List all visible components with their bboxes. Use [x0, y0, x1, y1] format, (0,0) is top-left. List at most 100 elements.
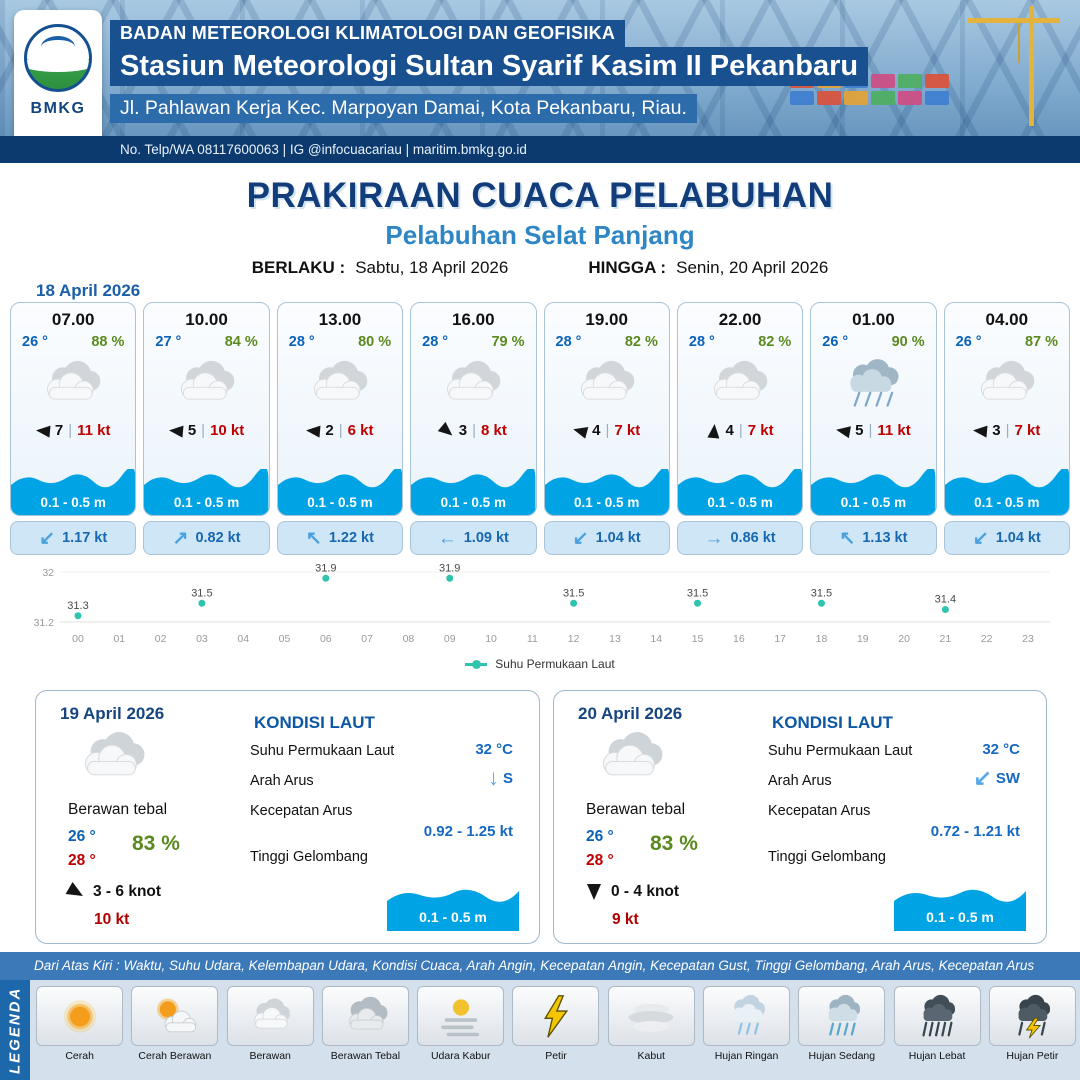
wind-speed: 5: [855, 422, 864, 439]
legend-item: Berawan Tebal: [318, 980, 413, 1080]
svg-text:03: 03: [196, 633, 208, 645]
valid-from-value: Sabtu, 18 April 2026: [355, 258, 509, 277]
wave-height: 0.1 - 0.5 m: [574, 495, 640, 510]
legend-marker-icon: [465, 659, 488, 669]
contact-bar: No. Telp/WA 08117600063 | IG @infocuacar…: [0, 136, 1080, 163]
legend-item-label: Cerah: [65, 1050, 94, 1062]
current-row: ↙ 1.04 kt: [943, 521, 1070, 555]
current-speed-label: Kecepatan Arus: [250, 803, 353, 819]
station-address: Jl. Pahlawan Kerja Kec. Marpoyan Damai, …: [110, 94, 697, 123]
sst-chart-svg: 32 31.2 00 01 02 03 04 05 06 07 08 09 10 11 12 13 14 15 16…: [34, 562, 1050, 645]
current-speed: 0.82 kt: [195, 530, 241, 546]
legend-item: Hujan Lebat: [889, 980, 984, 1080]
forecast-card: 13.00 28 ° 80 % 2 | 6 kt 0.1 - 0.5 m ↖ 1.22 …: [276, 302, 404, 555]
humidity: 87 %: [1024, 334, 1058, 350]
legend-item-label: Udara Kabur: [430, 1050, 491, 1062]
weather-icon: [68, 729, 160, 795]
forecast-time: 10.00: [185, 310, 228, 329]
wind-direction-icon: [706, 423, 721, 438]
valid-to-value: Senin, 20 April 2026: [676, 258, 829, 277]
lightning-icon: [512, 986, 600, 1046]
svg-text:16: 16: [733, 633, 745, 645]
wind-direction-icon: [437, 421, 456, 440]
weather-icon: [586, 729, 678, 795]
legend-note: Dari Atas Kiri : Waktu, Suhu Udara, Kele…: [0, 952, 1080, 980]
temp-max: 28 °: [68, 852, 96, 869]
legend-item: Hujan Sedang: [794, 980, 889, 1080]
thunderstorm-icon: [988, 986, 1076, 1046]
svg-text:31.5: 31.5: [811, 587, 832, 599]
temp-max: 28 °: [586, 852, 614, 869]
weather-icon: [678, 350, 802, 420]
wave-height: 0.1 - 0.5 m: [974, 495, 1040, 510]
legend-item-label: Hujan Lebat: [908, 1050, 966, 1062]
day-summary-card: 19 April 2026 Berawan tebal 26 ° 28 ° 83…: [35, 690, 540, 944]
forecast-card: 10.00 27 ° 84 % 5 | 10 kt 0.1 - 0.5 m ↗ 0.82…: [143, 302, 270, 555]
sea-conditions-title: KONDISI LAUT: [254, 713, 375, 732]
current-row: ↗ 0.82 kt: [143, 521, 270, 555]
wave-height-band: 0.1 - 0.5 m: [544, 469, 669, 515]
legend-item-label: Cerah Berawan: [138, 1050, 212, 1062]
current-direction-icon: ↗: [172, 527, 189, 549]
day-summary-card: 20 April 2026 Berawan tebal 26 ° 28 ° 83…: [553, 690, 1047, 944]
svg-text:09: 09: [444, 633, 456, 645]
svg-text:05: 05: [279, 633, 291, 645]
bmkg-logo-text: BMKG: [30, 100, 86, 117]
wave-height: 0.1 - 0.5 m: [40, 495, 106, 510]
valid-from: BERLAKU : Sabtu, 18 April 2026: [252, 258, 509, 278]
bmkg-logo-icon: [24, 24, 92, 92]
wind-direction-icon: [587, 884, 601, 900]
gust-speed: 7 kt: [614, 422, 641, 439]
svg-text:17: 17: [774, 633, 786, 645]
wind-direction-icon: [35, 423, 51, 438]
legend-item: Kabut: [604, 980, 699, 1080]
legend-item: Hujan Petir: [985, 980, 1080, 1080]
separator: |: [868, 422, 873, 439]
svg-text:04: 04: [237, 633, 249, 645]
legend-item-label: Hujan Petir: [1006, 1050, 1059, 1062]
humidity: 84 %: [224, 334, 258, 350]
svg-text:19: 19: [857, 633, 869, 645]
current-direction-icon: ↙: [39, 527, 56, 549]
valid-from-label: BERLAKU :: [251, 258, 346, 277]
page-title: PRAKIRAAN CUACA PELABUHAN: [246, 176, 834, 215]
svg-text:18: 18: [816, 633, 828, 645]
svg-text:10: 10: [485, 633, 497, 645]
humidity: 79 %: [491, 334, 525, 350]
svg-text:20: 20: [898, 633, 910, 645]
current-direction-icon: →: [704, 527, 724, 549]
sst-value: 32 °C: [982, 741, 1020, 758]
svg-text:31.5: 31.5: [563, 587, 584, 599]
svg-text:22: 22: [981, 633, 993, 645]
wind-range: 3 - 6 knot: [93, 883, 162, 900]
validity-row: BERLAKU : Sabtu, 18 April 2026 HINGGA : Se…: [0, 258, 1080, 278]
current-row: ↖ 1.13 kt: [810, 521, 937, 555]
svg-text:31.9: 31.9: [439, 562, 460, 574]
humidity: 82 %: [624, 334, 658, 350]
weather-icon: [11, 350, 135, 420]
wind-direction-icon: [972, 423, 988, 438]
valid-to-label: HINGGA :: [588, 258, 667, 277]
legend-item: Cerah: [32, 980, 127, 1080]
legend-item-label: Hujan Ringan: [714, 1050, 779, 1062]
sun-cloud-icon: [131, 986, 219, 1046]
summary-date: 19 April 2026: [60, 704, 165, 723]
page-subtitle: Pelabuhan Selat Panjang: [385, 220, 695, 250]
current-direction-icon: ↙: [972, 527, 989, 549]
current-row: ↙ 1.04 kt: [543, 521, 670, 555]
gust-speed: 10 kt: [210, 422, 245, 439]
wave-height-band: 0.1 - 0.5 m: [277, 469, 403, 515]
svg-text:31.9: 31.9: [315, 562, 336, 574]
weather-icon: [945, 350, 1069, 420]
gust-speed: 11 kt: [877, 422, 911, 439]
sst-label: Suhu Permukaan Laut: [768, 743, 913, 759]
wave-height-band: 0.1 - 0.5 m: [144, 469, 269, 515]
legend-item: Petir: [508, 980, 603, 1080]
air-temp: 28 °: [555, 334, 582, 350]
gust-speed: 7 kt: [1014, 422, 1041, 439]
svg-text:06: 06: [320, 633, 332, 645]
air-temp: 26 °: [955, 334, 982, 350]
current-row: ↙ 1.17 kt: [10, 521, 137, 555]
air-temp: 27 °: [155, 334, 182, 350]
